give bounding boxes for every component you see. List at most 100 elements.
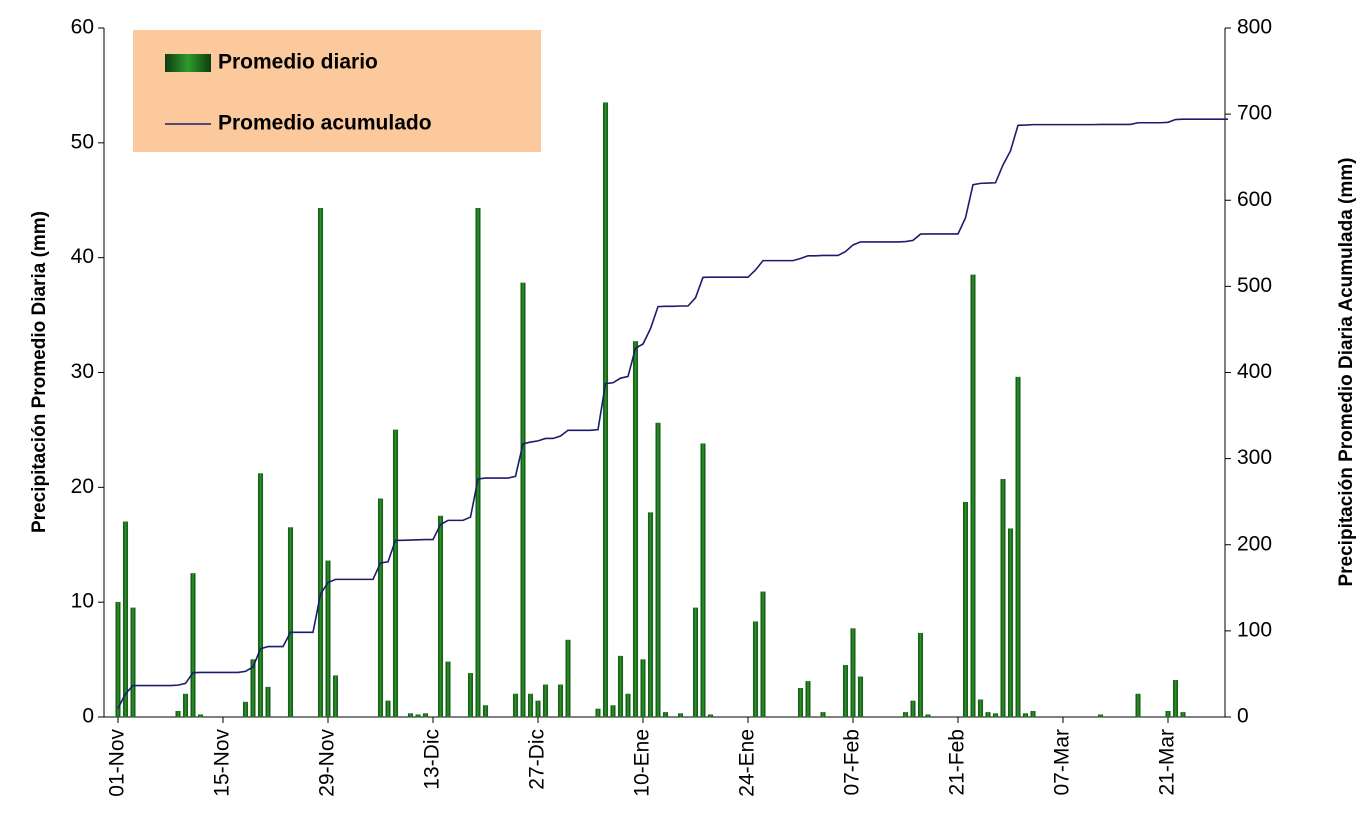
bar bbox=[257, 473, 264, 718]
bar bbox=[122, 521, 129, 718]
bar bbox=[520, 282, 526, 718]
bar bbox=[820, 712, 826, 718]
x-tick-label: 15-Nov bbox=[211, 729, 234, 797]
bar bbox=[385, 700, 391, 718]
bar bbox=[482, 705, 489, 718]
bar bbox=[392, 429, 399, 718]
bar bbox=[1015, 376, 1021, 718]
y2-tick-label: 500 bbox=[1237, 274, 1272, 297]
line bbox=[117, 118, 1228, 709]
bar bbox=[175, 711, 181, 718]
x-tick-label: 01-Nov bbox=[106, 729, 129, 797]
bar bbox=[925, 714, 931, 718]
bar bbox=[475, 208, 481, 718]
bar bbox=[317, 208, 324, 718]
bar bbox=[962, 502, 969, 718]
bar bbox=[910, 700, 916, 718]
bar bbox=[445, 661, 451, 718]
legend-label: Promedio acumulado bbox=[218, 112, 432, 135]
bar bbox=[917, 632, 924, 718]
y2-tick-label: 0 bbox=[1237, 705, 1249, 728]
bar bbox=[242, 701, 249, 718]
y2-tick-label: 700 bbox=[1237, 102, 1272, 125]
bar bbox=[512, 693, 519, 718]
bar bbox=[115, 601, 121, 718]
bar bbox=[325, 560, 331, 718]
x-tick-label: 27-Dic bbox=[526, 729, 549, 790]
bar bbox=[287, 527, 294, 718]
y-tick-label: 10 bbox=[71, 590, 94, 613]
y-tick-label: 50 bbox=[71, 130, 94, 153]
bar bbox=[850, 628, 856, 718]
bar bbox=[542, 684, 549, 718]
bar bbox=[677, 713, 684, 718]
x-tick-label: 29-Nov bbox=[316, 729, 339, 797]
bar bbox=[625, 693, 631, 718]
bar bbox=[1165, 711, 1171, 718]
bar bbox=[797, 688, 804, 718]
x-tick-label: 21-Feb bbox=[946, 729, 969, 796]
bar bbox=[632, 341, 639, 718]
bar bbox=[977, 699, 984, 718]
bar bbox=[1000, 479, 1006, 718]
bar bbox=[692, 607, 699, 718]
bar bbox=[265, 686, 271, 718]
bar bbox=[617, 655, 624, 718]
y2-tick-label: 200 bbox=[1237, 532, 1272, 555]
bar bbox=[130, 607, 136, 718]
x-tick-label: 07-Feb bbox=[841, 729, 864, 796]
bar bbox=[1172, 680, 1179, 718]
bar bbox=[707, 714, 714, 718]
bar bbox=[535, 700, 541, 718]
bar bbox=[760, 591, 766, 718]
legend-box bbox=[133, 30, 541, 152]
legend-label: Promedio diario bbox=[218, 51, 378, 74]
bar bbox=[1022, 713, 1029, 718]
y2-tick-label: 100 bbox=[1237, 618, 1272, 641]
x-tick-label: 10-Ene bbox=[631, 729, 654, 797]
x-tick-label: 13-Dic bbox=[421, 729, 444, 790]
bar bbox=[182, 693, 189, 718]
bar bbox=[1030, 711, 1036, 718]
bar bbox=[250, 659, 256, 718]
bar bbox=[1135, 693, 1141, 718]
y-tick-label: 40 bbox=[71, 245, 94, 268]
bar bbox=[902, 712, 909, 718]
y-tick-label: 0 bbox=[82, 705, 94, 728]
y-tick-label: 30 bbox=[71, 360, 94, 383]
y2-axis-title: Precipitación Promedio Diaria Acumulada … bbox=[1336, 157, 1357, 586]
bar bbox=[970, 274, 976, 718]
bar bbox=[805, 681, 811, 718]
bar bbox=[700, 443, 706, 718]
bar bbox=[857, 676, 864, 718]
bar bbox=[197, 714, 204, 718]
bar bbox=[557, 684, 564, 718]
bar bbox=[1097, 714, 1104, 718]
bar bbox=[752, 621, 759, 718]
y2-tick-label: 400 bbox=[1237, 360, 1272, 383]
bar bbox=[595, 708, 601, 718]
bar bbox=[985, 712, 991, 718]
y2-tick-label: 800 bbox=[1237, 16, 1272, 39]
bar bbox=[1180, 712, 1186, 718]
bar bbox=[662, 712, 669, 718]
y2-tick-label: 600 bbox=[1237, 188, 1272, 211]
bar bbox=[332, 675, 339, 718]
y-tick-label: 60 bbox=[71, 16, 94, 39]
legend-swatch bbox=[165, 54, 211, 72]
bar bbox=[377, 498, 384, 718]
bar bbox=[437, 515, 444, 718]
x-tick-label: 24-Ene bbox=[736, 729, 759, 797]
bar bbox=[407, 713, 414, 718]
bar bbox=[647, 512, 654, 718]
x-tick-label: 07-Mar bbox=[1051, 729, 1074, 796]
bar bbox=[527, 693, 534, 718]
bar bbox=[992, 713, 999, 718]
bar bbox=[655, 422, 661, 718]
bar bbox=[842, 665, 849, 718]
bar bbox=[565, 639, 571, 718]
bar bbox=[415, 714, 421, 718]
bar bbox=[1007, 528, 1014, 718]
bar bbox=[467, 673, 474, 718]
